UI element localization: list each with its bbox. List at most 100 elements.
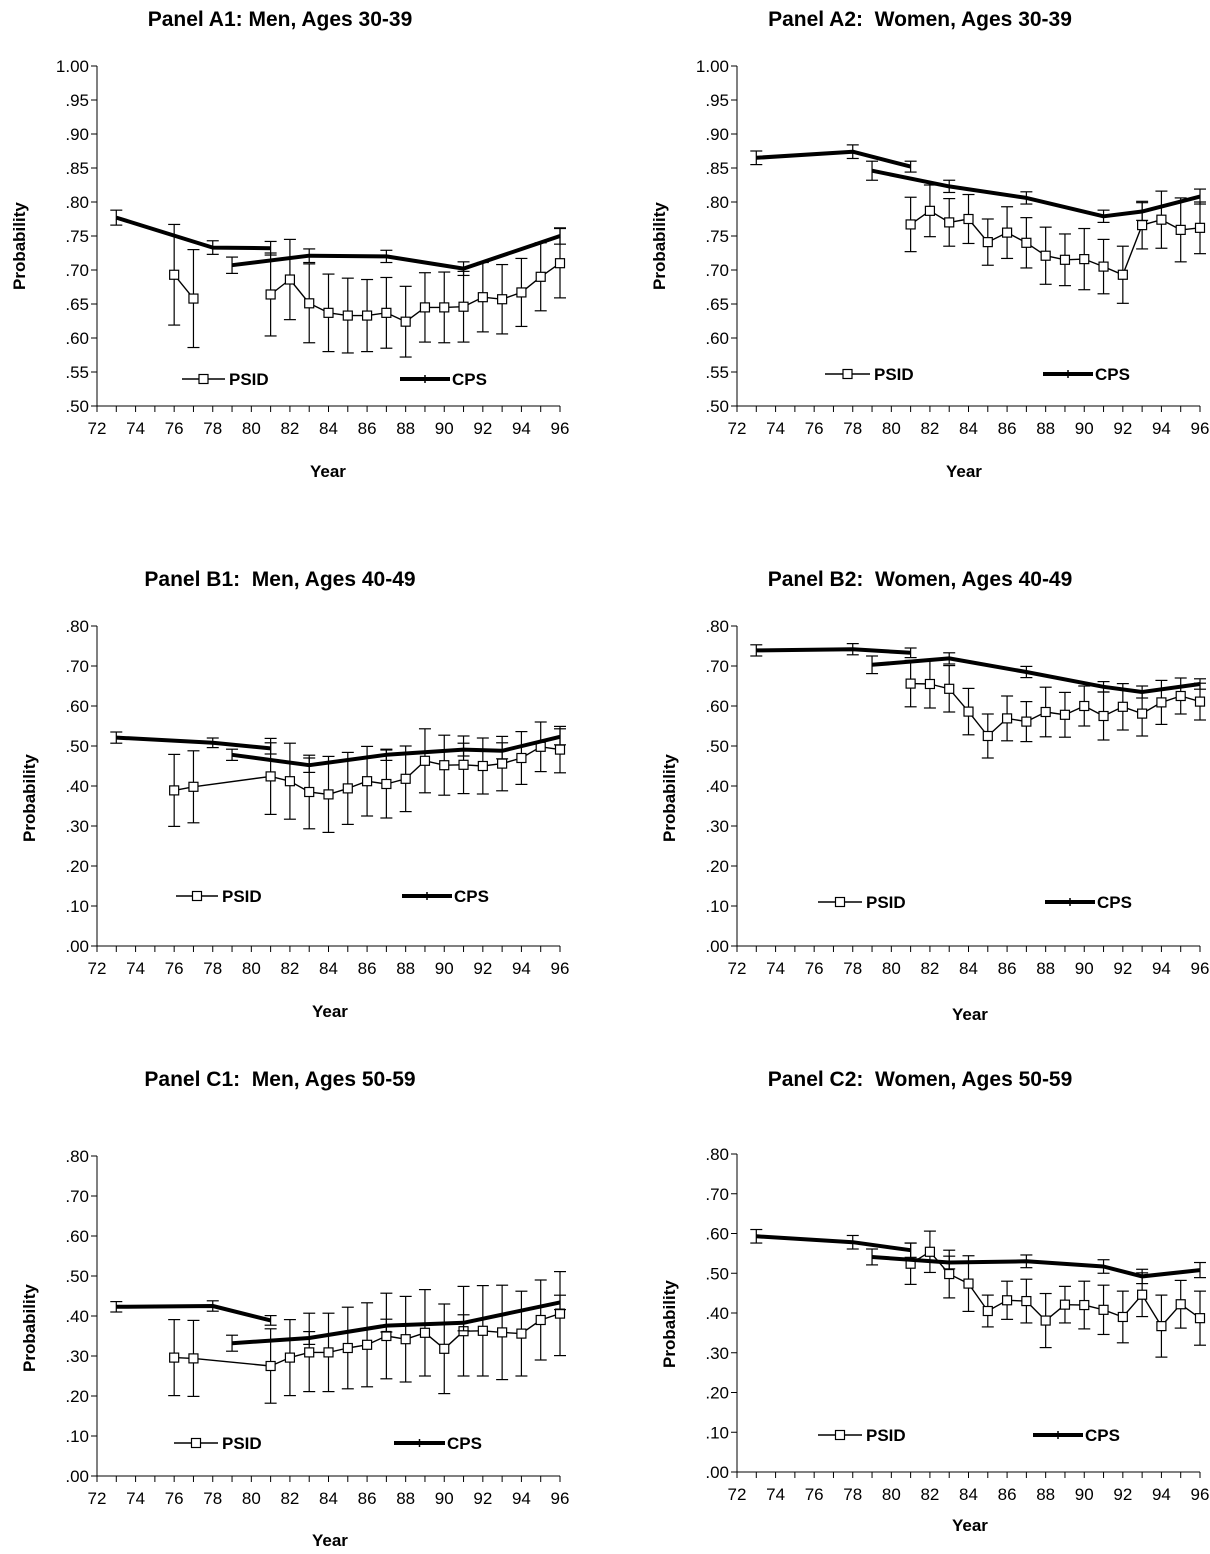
x-tick-label: 86 bbox=[998, 1485, 1017, 1504]
cps-line bbox=[231, 234, 561, 271]
y-axis-label: Probability bbox=[10, 202, 29, 290]
psid-point bbox=[323, 789, 334, 800]
cps-line bbox=[756, 647, 911, 655]
psid-point bbox=[265, 771, 276, 782]
x-tick-label: 84 bbox=[319, 1489, 338, 1508]
cps-line bbox=[871, 1255, 1201, 1279]
x-tick-label: 90 bbox=[435, 1489, 454, 1508]
psid-point bbox=[497, 1327, 508, 1338]
x-tick-label: 96 bbox=[551, 1489, 570, 1508]
psid-point bbox=[477, 292, 488, 303]
x-tick-label: 80 bbox=[882, 1485, 901, 1504]
y-tick-label: .55 bbox=[65, 363, 89, 382]
x-tick-label: 82 bbox=[920, 419, 939, 438]
psid-point bbox=[1001, 1295, 1013, 1306]
cps-line bbox=[756, 1234, 911, 1253]
psid-point bbox=[265, 289, 276, 300]
y-tick-label: .60 bbox=[705, 329, 729, 348]
x-tick-label: 74 bbox=[126, 959, 145, 978]
psid-point bbox=[944, 217, 955, 228]
psid-point bbox=[982, 1305, 993, 1317]
x-tick-label: 94 bbox=[1152, 419, 1171, 438]
psid-point bbox=[1117, 1311, 1128, 1323]
psid-point bbox=[535, 1314, 546, 1326]
y-tick-label: .65 bbox=[65, 295, 89, 314]
cps-line bbox=[871, 168, 1201, 219]
legend-psid-marker bbox=[198, 373, 209, 385]
psid-point bbox=[1021, 1295, 1032, 1307]
x-tick-label: 72 bbox=[88, 959, 107, 978]
panel-c2: Panel C2: Women, Ages 50-59 .80 .70 .60 .50… bbox=[640, 1050, 1209, 1550]
psid-point bbox=[361, 310, 373, 321]
y-tick-label: .70 bbox=[65, 657, 89, 676]
psid-point bbox=[381, 307, 392, 318]
legend-psid-marker bbox=[834, 1429, 846, 1441]
y-tick-label: .70 bbox=[705, 261, 729, 280]
y-tick-label: .10 bbox=[705, 897, 729, 916]
x-tick-label: 86 bbox=[358, 959, 377, 978]
legend-cps-label: CPS bbox=[447, 1434, 482, 1453]
chart-title: Panel A2: Women, Ages 30-39 bbox=[768, 8, 1072, 31]
y-axis-label: Probability bbox=[650, 202, 669, 290]
legend-psid-label: PSID bbox=[229, 370, 269, 389]
x-tick-label: 96 bbox=[1191, 1485, 1210, 1504]
psid-point bbox=[400, 773, 411, 784]
panel-c1: Panel C1: Men, Ages 50-59 .80 .70 .60 .50 .4… bbox=[0, 1050, 569, 1550]
x-tick-label: 76 bbox=[165, 419, 184, 438]
x-axis-label: Year bbox=[312, 1531, 348, 1550]
x-tick-label: 94 bbox=[512, 419, 531, 438]
psid-point bbox=[323, 307, 334, 318]
chart-plot: 1.00 .95 .90 .85 .80 .75 .70 .65 .60 .55 .50 72 74 76… bbox=[56, 57, 570, 438]
y-tick-label: .20 bbox=[65, 1387, 89, 1406]
psid-point bbox=[439, 302, 450, 313]
y-tick-label: .50 bbox=[65, 737, 89, 756]
y-axis-label: Probability bbox=[660, 1280, 679, 1368]
legend-cps-label: CPS bbox=[1097, 893, 1132, 912]
x-tick-label: 90 bbox=[435, 959, 454, 978]
x-tick-label: 84 bbox=[319, 419, 338, 438]
y-tick-label: .70 bbox=[705, 1185, 729, 1204]
psid-point bbox=[304, 1347, 315, 1358]
psid-point bbox=[497, 758, 508, 769]
x-axis-label: Year bbox=[952, 1005, 988, 1024]
psid-point bbox=[1021, 716, 1032, 727]
psid-point bbox=[265, 1360, 276, 1372]
x-tick-label: 88 bbox=[1036, 419, 1055, 438]
psid-point bbox=[1137, 708, 1148, 719]
legend-cps-label: CPS bbox=[452, 370, 487, 389]
cps-line bbox=[231, 1300, 561, 1346]
x-tick-label: 72 bbox=[728, 419, 747, 438]
x-tick-label: 88 bbox=[396, 959, 415, 978]
psid-point bbox=[419, 1327, 431, 1338]
y-tick-label: .50 bbox=[65, 397, 89, 416]
x-tick-label: 82 bbox=[280, 959, 299, 978]
psid-point bbox=[963, 706, 974, 717]
y-tick-label: .50 bbox=[705, 737, 729, 756]
psid-point bbox=[188, 781, 199, 792]
x-tick-label: 86 bbox=[998, 959, 1017, 978]
y-tick-label: .10 bbox=[705, 1423, 729, 1442]
x-tick-label: 76 bbox=[165, 959, 184, 978]
psid-point bbox=[419, 755, 431, 766]
y-tick-label: 1.00 bbox=[696, 57, 729, 76]
psid-point bbox=[1175, 690, 1186, 702]
y-tick-label: .90 bbox=[65, 125, 89, 144]
psid-point bbox=[497, 294, 508, 305]
x-axis-label: Year bbox=[952, 1516, 988, 1535]
y-tick-label: .00 bbox=[705, 937, 729, 956]
psid-point bbox=[1194, 1313, 1206, 1324]
y-tick-label: .30 bbox=[705, 817, 729, 836]
panel-a1: Panel A1: Men, Ages 30-39 1.00 .95 .90 .85.… bbox=[0, 0, 570, 500]
psid-point bbox=[284, 274, 296, 285]
y-tick-label: .10 bbox=[65, 1427, 89, 1446]
psid-point bbox=[905, 219, 916, 230]
chart-plot: 1.00 .95 .90 .85 .80 .75 .70 .65 .60 .55 .50 72 74 76… bbox=[696, 57, 1210, 438]
chart-plot: .80 .70 .60 .50 .40 .30 .20 .10 .00 72 74 76 78 80 82 8… bbox=[65, 617, 569, 978]
y-tick-label: .70 bbox=[705, 657, 729, 676]
chart-title: Panel C2: Women, Ages 50-59 bbox=[767, 1068, 1073, 1091]
psid-point bbox=[381, 1330, 392, 1342]
legend-psid-label: PSID bbox=[222, 887, 262, 906]
psid-line bbox=[910, 210, 1201, 276]
y-tick-label: .30 bbox=[65, 817, 89, 836]
psid-point bbox=[342, 310, 353, 321]
